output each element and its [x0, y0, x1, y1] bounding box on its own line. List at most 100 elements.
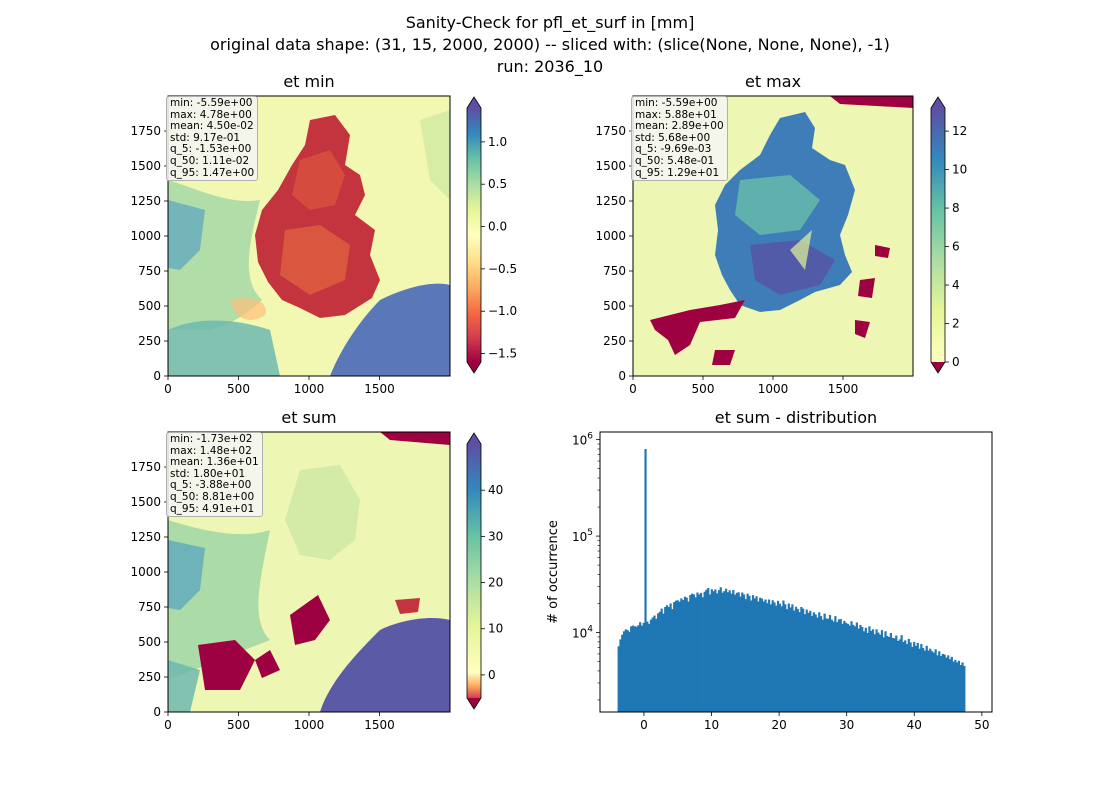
y-tick-label: 105	[572, 528, 593, 544]
histogram-bar	[825, 618, 828, 712]
histogram-bar	[848, 625, 851, 712]
histogram-bar	[735, 592, 738, 712]
histogram-bar	[907, 638, 910, 712]
colorbar-tick-label: 0	[952, 355, 960, 369]
histogram-bar	[845, 622, 848, 712]
histogram-bar	[748, 595, 751, 712]
stat-line: q_5: -3.88e+00	[170, 479, 252, 492]
histogram-bar	[698, 594, 701, 712]
histogram-bar	[619, 639, 622, 712]
histogram-bar	[963, 665, 966, 712]
y-tick-label: 1500	[130, 495, 161, 509]
y-tick-label: 1000	[130, 229, 161, 243]
histogram-bar	[750, 600, 753, 712]
histogram-bar	[776, 600, 780, 712]
histogram-bar	[660, 608, 663, 712]
stat-line: std: 1.80e+01	[170, 467, 246, 480]
histogram-bar	[819, 616, 823, 712]
histogram-bar	[828, 614, 832, 712]
colorbar-tick-label: 8	[952, 201, 960, 215]
et-sum-colorbar-ticks: 40 30 20 10 0	[481, 483, 503, 682]
histogram-bar	[861, 627, 864, 712]
histogram-bar	[843, 620, 846, 712]
y-tick-label: 0	[153, 369, 161, 383]
histogram-bar	[784, 604, 787, 712]
y-tick-label: 1250	[130, 530, 161, 544]
panel-title-et-max: et max	[744, 72, 802, 91]
histogram-bar	[834, 616, 837, 712]
histogram-bar	[667, 606, 670, 712]
histogram-bar	[880, 630, 884, 712]
y-tick-label: 1250	[595, 194, 626, 208]
histogram-bar	[705, 589, 708, 712]
x-tick-label: 1500	[828, 382, 859, 396]
colorbar-tick-label: 0.5	[488, 177, 507, 191]
histogram-bar	[648, 623, 651, 712]
x-tick-label: 40	[907, 718, 922, 732]
histogram-bar	[816, 617, 819, 712]
et-sum-stats-box: min: -1.73e+02 max: 1.48e+02 mean: 1.36e…	[166, 432, 263, 518]
histogram-bar	[716, 593, 719, 712]
histogram-bar	[714, 589, 717, 712]
et-max-colorbar-extend-max	[931, 97, 945, 108]
histogram-bar	[873, 634, 876, 712]
histogram-bar	[692, 594, 695, 712]
histogram-bar	[832, 621, 835, 712]
et-min-colorbar-extend-max	[467, 97, 481, 108]
colorbar-tick-label: 10	[488, 622, 503, 636]
histogram-bar	[837, 619, 841, 712]
y-tick-label: 750	[138, 600, 161, 614]
stat-line: q_5: -1.53e+00	[170, 143, 252, 156]
et-max-axes: 0 500 1000 1500 0 250 500 750 1000 1250 1500 1750	[595, 124, 858, 396]
histogram-bar	[656, 613, 660, 712]
x-tick-label: 500	[227, 718, 250, 732]
histogram-bar	[739, 596, 742, 712]
stat-line: q_50: 1.11e-02	[170, 154, 250, 167]
x-tick-label: 0	[164, 718, 172, 732]
x-tick-label: 1500	[364, 718, 395, 732]
figure-title-line-1: Sanity-Check for pfl_et_surf in [mm]	[405, 13, 695, 32]
histogram-bar	[728, 590, 731, 712]
x-tick-label: 10	[704, 718, 719, 732]
histogram-bar	[959, 665, 962, 712]
y-tick-label: 106	[572, 432, 593, 448]
stat-line: std: 5.68e+00	[635, 131, 711, 144]
stat-line: mean: 1.36e+01	[170, 456, 259, 469]
histogram-bar	[633, 626, 636, 712]
histogram-bar	[893, 638, 896, 712]
y-tick-label: 500	[603, 299, 626, 313]
histogram-bar	[744, 599, 747, 712]
colorbar-tick-label: 1.0	[488, 135, 507, 149]
y-tick-label: 0	[618, 369, 626, 383]
histogram-bar	[943, 654, 946, 712]
x-tick-label: 50	[974, 718, 989, 732]
histogram-bar	[793, 610, 796, 712]
histogram-bar	[651, 617, 654, 712]
colorbar-tick-label: 0.0	[488, 220, 507, 234]
et-min-stats-box: min: -5.59e+00 max: 4.78e+00 mean: 4.50e…	[166, 96, 259, 182]
histogram-bar	[631, 625, 635, 712]
histogram-bar	[621, 634, 624, 712]
histogram-bar	[771, 600, 774, 712]
y-tick-label: 750	[603, 264, 626, 278]
histogram-bar	[864, 627, 867, 712]
histogram-bar	[891, 637, 894, 712]
histogram-bar	[775, 605, 778, 712]
x-tick-label: 0	[629, 382, 637, 396]
colorbar-tick-label: 4	[952, 278, 960, 292]
histogram-bar	[766, 603, 769, 712]
histogram-bar	[805, 609, 808, 712]
histogram-bar	[945, 657, 948, 712]
histogram-bar	[680, 598, 683, 712]
stat-line: mean: 2.89e+00	[635, 120, 724, 133]
histogram-bar	[649, 619, 653, 712]
histogram-bar	[646, 621, 649, 712]
histogram-bar	[802, 608, 805, 712]
histogram-bar	[925, 645, 928, 712]
histogram-bar	[895, 635, 898, 712]
histogram-bar	[905, 644, 909, 712]
colorbar-tick-label: −0.5	[488, 262, 517, 276]
histogram-bar	[798, 612, 801, 712]
histogram-bar	[764, 599, 767, 712]
